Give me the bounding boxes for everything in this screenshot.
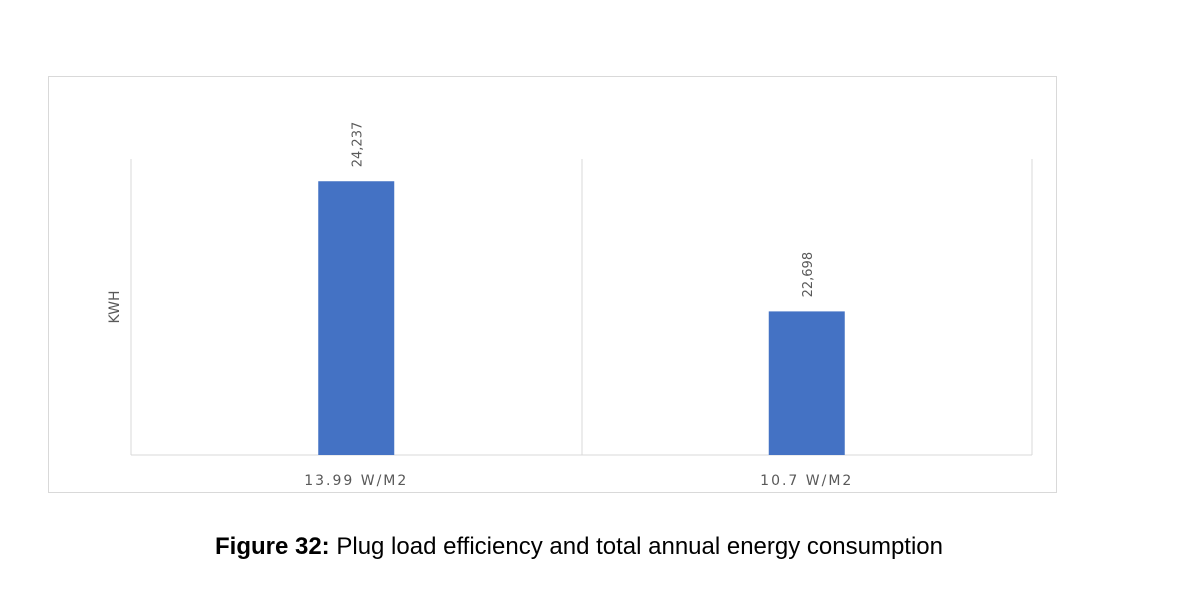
figure-number: Figure 32:: [214, 533, 330, 560]
bar: [318, 181, 395, 455]
y-axis-title: KWH: [107, 290, 123, 323]
bar-chart: 24,237 22,698 13.99 W/M2 10.7 W/M2 KWH: [107, 122, 1033, 489]
bar-value-label: 24,237: [350, 122, 365, 167]
bar: [768, 311, 845, 455]
chart-area: 24,237 22,698 13.99 W/M2 10.7 W/M2 KWH: [48, 76, 1057, 493]
figure-caption: Figure 32: Plug load efficiency and tota…: [0, 533, 1158, 561]
bar-value-label: 22,698: [801, 252, 816, 297]
x-tick-label: 10.7 W/M2: [760, 473, 853, 489]
caption-text: Plug load efficiency and total annual en…: [329, 533, 943, 560]
x-tick-label: 13.99 W/M2: [304, 473, 408, 489]
